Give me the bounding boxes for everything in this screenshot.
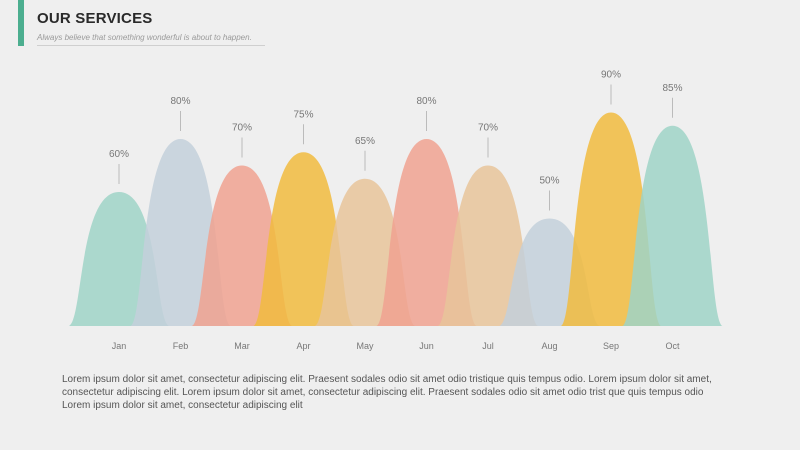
value-label-jun: 80% xyxy=(416,96,436,107)
category-label-apr: Apr xyxy=(296,341,310,351)
category-label-feb: Feb xyxy=(173,341,189,351)
value-label-aug: 50% xyxy=(539,176,559,187)
page-subtitle: Always believe that something wonderful … xyxy=(37,33,252,42)
value-label-sep: 90% xyxy=(601,70,621,81)
category-label-oct: Oct xyxy=(665,341,680,351)
value-label-jan: 60% xyxy=(109,149,129,160)
value-label-apr: 75% xyxy=(293,109,313,120)
mountain-oct xyxy=(622,125,723,326)
category-label-mar: Mar xyxy=(234,341,250,351)
category-label-may: May xyxy=(356,341,374,351)
body-paragraph: Lorem ipsum dolor sit amet, consectetur … xyxy=(62,374,712,411)
page-title: OUR SERVICES xyxy=(37,10,153,27)
value-label-oct: 85% xyxy=(662,83,682,94)
category-label-sep: Sep xyxy=(603,341,619,351)
value-label-jul: 70% xyxy=(478,123,498,134)
category-label-jan: Jan xyxy=(112,341,127,351)
category-label-aug: Aug xyxy=(541,341,557,351)
subtitle-divider xyxy=(37,45,265,46)
value-label-mar: 70% xyxy=(232,123,252,134)
value-label-feb: 80% xyxy=(170,96,190,107)
category-label-jul: Jul xyxy=(482,341,494,351)
accent-bar xyxy=(18,0,24,46)
category-label-jun: Jun xyxy=(419,341,434,351)
chart-shapes xyxy=(69,112,723,326)
chart-labels: 60% Jan 80% Feb 70% Mar 75% Apr 65% May 80% Jun 70% J… xyxy=(109,70,683,352)
value-label-may: 65% xyxy=(355,136,375,147)
